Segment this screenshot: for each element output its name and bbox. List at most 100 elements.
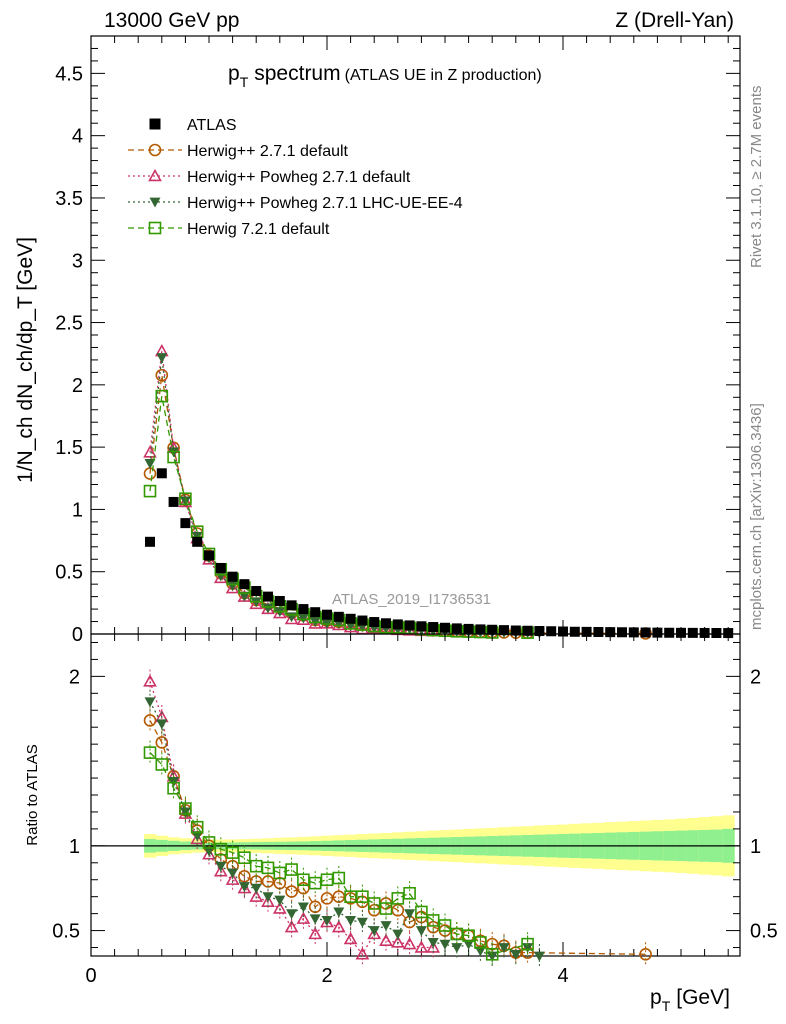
data-point-ratio [462,929,475,942]
atlas-data-point [204,550,214,561]
watermark: ATLAS_2019_I1736531 [332,591,491,608]
atlas-data-point [558,626,568,637]
atlas-data-point [510,625,521,636]
atlas-data-point [711,628,722,639]
data-point-top [143,445,157,458]
data-point-ratio [486,951,498,962]
legend-entry: Herwig++ Powheg 2.7.1 default [187,169,411,186]
data-point-top [155,368,169,382]
data-point-ratio [156,719,168,730]
data-point-top [262,603,274,614]
data-point-ratio [356,890,369,903]
data-point-ratio [272,901,287,914]
atlas-data-point [298,604,309,615]
data-point-ratio [402,936,417,950]
atlas-data-point [392,619,403,630]
y-tick-label-bottom: 0.5 [52,921,80,943]
data-point-top [215,571,227,582]
data-point-ratio [308,926,323,940]
data-point-ratio [249,889,264,902]
data-point-ratio [498,943,510,954]
legend-marker [148,143,162,157]
data-point-ratio [309,914,321,925]
data-point-ratio [450,927,464,941]
top-panel: 0 0.5 1 1.5 2 2.5 3 3.5 4 4.5 [55,35,741,646]
data-point-ratio [427,938,439,948]
atlas-data-point [345,613,356,624]
atlas-data-point [168,496,179,507]
atlas-data-point [333,611,344,622]
atlas-data-point [664,627,675,638]
data-point-ratio [521,937,534,951]
data-point-ratio [202,836,216,849]
data-point-top [343,620,358,633]
data-point-ratio [332,871,346,885]
y-tick-label-top: 1 [72,499,83,521]
legend-marker [148,221,162,235]
data-point-ratio [474,936,487,949]
data-point-ratio [262,892,274,903]
data-point-ratio [343,931,358,945]
data-point-ratio [390,935,405,948]
header-left: 13000 GeV pp [104,9,239,32]
atlas-data-point [215,562,226,573]
data-point-ratio [332,890,346,903]
atlas-data-point [617,627,627,638]
x-axis-label: pT [GeV] [650,986,730,1014]
data-point-ratio [237,881,252,894]
atlas-data-point [546,626,557,637]
data-point-ratio [391,892,405,905]
data-point-ratio [379,902,393,915]
atlas-data-point [581,626,592,637]
series-line-top [149,351,434,632]
ratio-axis-label: Ratio to ATLAS [24,744,41,845]
atlas-data-point [534,626,545,637]
data-point-top [144,459,156,469]
atlas-data-point [263,591,273,602]
legend-entry: Herwig++ 2.7.1 default [187,143,349,160]
y-tick-label-top: 4 [72,126,83,148]
data-point-ratio [155,758,169,771]
data-point-top [178,494,193,508]
legend-marker [148,168,162,182]
data-point-top [213,570,228,584]
legend-entry: Herwig++ Powheg 2.7.1 LHC-UE-EE-4 [187,195,463,212]
data-point-ratio [250,883,262,894]
atlas-data-point [605,627,616,638]
data-point-top [156,353,168,364]
data-point-ratio [143,746,157,759]
data-point-ratio [285,863,298,876]
legend-marker [149,197,161,208]
atlas-data-point [428,622,439,633]
data-point-top [225,581,240,594]
atlas-data-point [404,620,415,631]
data-point-ratio [392,929,404,940]
atlas-data-point [322,609,332,620]
data-point-ratio [286,909,298,920]
data-point-ratio [227,868,239,879]
atlas-data-point [251,586,262,597]
atlas-data-point [227,571,238,582]
data-point-ratio [284,920,299,933]
data-point-ratio [345,916,357,926]
atlas-data-point [451,623,462,634]
y-tick-label-top: 3.5 [55,188,83,210]
atlas-data-point [145,536,155,547]
data-point-ratio [510,949,522,960]
data-point-ratio [155,736,169,749]
data-point-ratio [143,674,157,687]
y-tick-label-top: 2 [72,375,83,397]
data-point-ratio [273,866,287,880]
y-tick-label-top: 3 [72,250,83,272]
data-point-ratio [522,943,534,954]
y-tick-label-top: 0.5 [55,562,83,584]
x-tick-label: 2 [321,965,332,987]
data-point-ratio [380,921,392,931]
data-point-top [179,496,191,507]
y-tick-label-bottom: 1 [69,836,80,858]
legend-entry: Herwig 7.2.1 default [187,221,330,238]
data-point-ratio [274,895,286,906]
data-point-ratio [331,920,346,933]
data-point-top [284,611,299,625]
